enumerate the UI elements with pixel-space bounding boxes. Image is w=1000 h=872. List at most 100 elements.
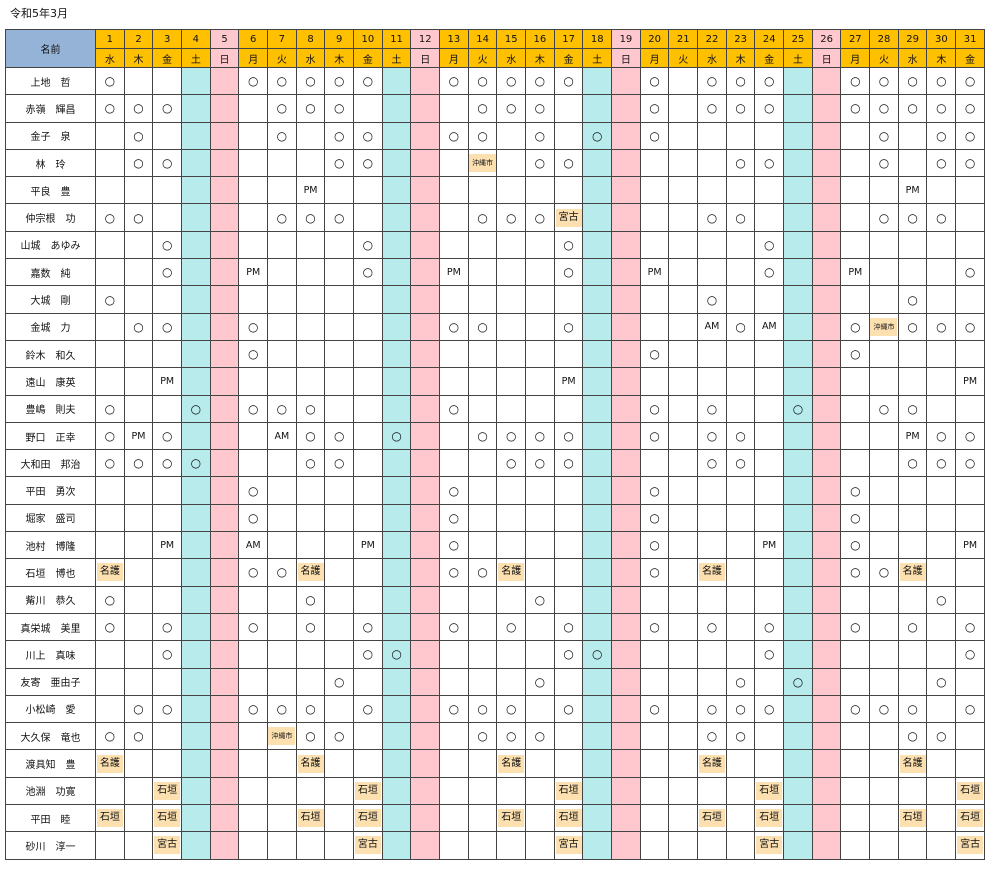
schedule-cell[interactable] — [353, 421, 383, 451]
schedule-cell[interactable] — [209, 531, 240, 560]
schedule-cell[interactable]: ○ — [955, 94, 985, 123]
schedule-cell[interactable] — [209, 203, 240, 232]
schedule-cell[interactable]: PM — [754, 531, 785, 560]
schedule-cell[interactable] — [152, 285, 183, 314]
schedule-cell[interactable]: ○ — [467, 694, 498, 724]
schedule-cell[interactable] — [152, 66, 183, 96]
schedule-cell[interactable] — [123, 66, 154, 96]
schedule-cell[interactable] — [582, 421, 613, 451]
schedule-cell[interactable] — [181, 531, 211, 560]
schedule-cell[interactable] — [869, 176, 899, 205]
schedule-cell[interactable] — [611, 722, 641, 751]
schedule-cell[interactable] — [869, 339, 899, 369]
schedule-cell[interactable] — [783, 203, 813, 232]
schedule-cell[interactable] — [209, 176, 240, 205]
schedule-cell[interactable]: ○ — [725, 203, 756, 232]
schedule-cell[interactable] — [267, 230, 297, 260]
schedule-cell[interactable] — [668, 94, 699, 123]
schedule-cell[interactable] — [209, 421, 240, 451]
schedule-cell[interactable]: ○ — [926, 203, 957, 232]
schedule-cell[interactable] — [525, 612, 555, 642]
schedule-cell[interactable] — [525, 176, 555, 205]
schedule-cell[interactable] — [897, 148, 928, 178]
schedule-cell[interactable] — [783, 558, 813, 587]
schedule-cell[interactable] — [611, 503, 641, 533]
schedule-cell[interactable]: ○ — [926, 449, 957, 478]
schedule-cell[interactable] — [267, 339, 297, 369]
schedule-cell[interactable] — [95, 503, 125, 533]
schedule-cell[interactable]: 石垣 — [295, 804, 326, 833]
schedule-cell[interactable] — [467, 640, 498, 669]
schedule-cell[interactable] — [324, 804, 355, 833]
schedule-cell[interactable] — [410, 367, 441, 396]
schedule-cell[interactable]: ○ — [238, 476, 269, 505]
schedule-cell[interactable]: ○ — [639, 94, 670, 123]
schedule-cell[interactable]: ○ — [725, 449, 756, 478]
schedule-cell[interactable] — [353, 449, 383, 478]
schedule-cell[interactable] — [267, 148, 297, 178]
schedule-cell[interactable] — [525, 339, 555, 369]
schedule-cell[interactable] — [410, 339, 441, 369]
schedule-cell[interactable] — [553, 285, 584, 314]
schedule-cell[interactable] — [181, 722, 211, 751]
schedule-cell[interactable] — [267, 612, 297, 642]
schedule-cell[interactable] — [181, 367, 211, 396]
schedule-cell[interactable] — [897, 230, 928, 260]
schedule-cell[interactable]: ○ — [840, 339, 871, 369]
schedule-cell[interactable] — [95, 121, 125, 150]
schedule-cell[interactable] — [381, 558, 412, 587]
schedule-cell[interactable]: ○ — [697, 722, 727, 751]
schedule-cell[interactable] — [869, 421, 899, 451]
schedule-cell[interactable] — [811, 394, 842, 423]
schedule-cell[interactable] — [439, 667, 469, 696]
schedule-cell[interactable]: ○ — [639, 394, 670, 423]
schedule-cell[interactable] — [783, 285, 813, 314]
schedule-cell[interactable] — [754, 367, 785, 396]
schedule-cell[interactable] — [783, 312, 813, 341]
schedule-cell[interactable] — [725, 749, 756, 778]
schedule-cell[interactable] — [95, 776, 125, 806]
schedule-cell[interactable]: ○ — [267, 121, 297, 150]
schedule-cell[interactable]: ○ — [181, 394, 211, 423]
schedule-cell[interactable] — [209, 749, 240, 778]
schedule-cell[interactable]: ○ — [324, 94, 355, 123]
schedule-cell[interactable] — [467, 339, 498, 369]
schedule-cell[interactable] — [811, 640, 842, 669]
schedule-cell[interactable] — [639, 667, 670, 696]
schedule-cell[interactable] — [238, 367, 269, 396]
schedule-cell[interactable]: ○ — [238, 558, 269, 587]
schedule-cell[interactable] — [467, 667, 498, 696]
schedule-cell[interactable] — [668, 66, 699, 96]
schedule-cell[interactable]: ○ — [439, 121, 469, 150]
schedule-cell[interactable] — [697, 258, 727, 287]
schedule-cell[interactable] — [639, 203, 670, 232]
schedule-cell[interactable] — [181, 121, 211, 150]
schedule-cell[interactable] — [811, 258, 842, 287]
schedule-cell[interactable]: ○ — [754, 640, 785, 669]
schedule-cell[interactable] — [582, 394, 613, 423]
schedule-cell[interactable] — [123, 394, 154, 423]
schedule-cell[interactable]: ○ — [238, 312, 269, 341]
schedule-cell[interactable] — [324, 558, 355, 587]
schedule-cell[interactable] — [725, 531, 756, 560]
schedule-cell[interactable] — [496, 258, 527, 287]
schedule-cell[interactable]: ○ — [496, 694, 527, 724]
schedule-cell[interactable]: ○ — [152, 312, 183, 341]
schedule-cell[interactable] — [811, 612, 842, 642]
schedule-cell[interactable] — [926, 694, 957, 724]
schedule-cell[interactable]: PM — [152, 531, 183, 560]
schedule-cell[interactable] — [668, 394, 699, 423]
schedule-cell[interactable]: ○ — [725, 148, 756, 178]
schedule-cell[interactable] — [926, 804, 957, 833]
schedule-cell[interactable] — [295, 258, 326, 287]
schedule-cell[interactable] — [840, 421, 871, 451]
schedule-cell[interactable] — [668, 421, 699, 451]
schedule-cell[interactable] — [582, 585, 613, 614]
schedule-cell[interactable] — [467, 804, 498, 833]
schedule-cell[interactable]: ○ — [869, 558, 899, 587]
schedule-cell[interactable] — [754, 585, 785, 614]
schedule-cell[interactable] — [439, 831, 469, 860]
schedule-cell[interactable] — [783, 449, 813, 478]
schedule-cell[interactable] — [324, 585, 355, 614]
schedule-cell[interactable]: ○ — [553, 612, 584, 642]
